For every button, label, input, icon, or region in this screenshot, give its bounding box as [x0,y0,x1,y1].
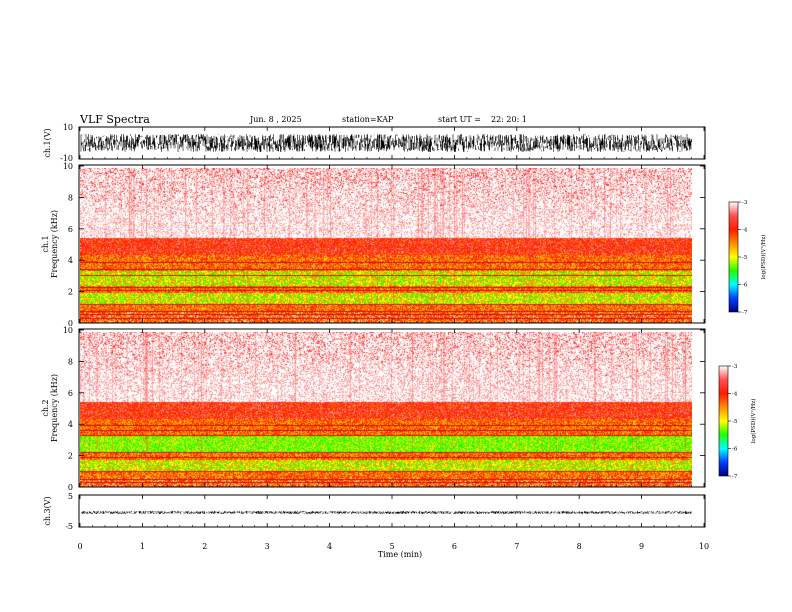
ch3-wave-ylabel: ch.3(V) [43,496,52,525]
colorbar-tick-label: -3 [742,200,748,206]
station-label: station=KAP [342,115,394,124]
ch1-wave-ytick-bottom: -10 [60,154,73,163]
start-label: start UT = [438,115,481,124]
ch2-spec-ylabel-line1: ch.2 [41,399,50,416]
ch1-wave-ytick-top: 10 [63,123,73,132]
colorbar-2-ticks: -3 -4 -5 -6 -7 [728,364,738,480]
x-tick-label: 6 [452,542,457,551]
colorbar-tick-label: -6 [732,447,738,453]
colorbar-2: -3 -4 -5 -6 -7 log(PSD)(V²/Hz) [718,364,757,480]
ch2-spectrogram-ytick-label: 4 [68,420,73,429]
x-tick-label: 2 [202,542,207,551]
colorbar-2-ramp [718,365,729,477]
ch1-wave-ylabel: ch.1(V) [43,128,52,157]
x-tick-label: 10 [699,542,709,551]
ch1-spectrogram-panel: 0 2 4 6 8 10 ch.1 Frequency (kHz) [41,162,706,328]
ch1-spectrogram-ytick-label: 4 [68,256,73,265]
colorbar-tick-label: -7 [742,310,748,316]
ch2-spectrogram-ytick-label: 10 [63,326,73,335]
ch1-spectrogram-ytick-label: 6 [68,225,73,234]
ch2-spectrogram-image [80,332,692,487]
colorbar-1-ticks: -3 -4 -5 -6 -7 [738,200,748,316]
x-tick-label: 8 [577,542,582,551]
x-tick-label: 4 [327,542,332,551]
colorbar-1-label: log(PSD)(V²/Hz) [760,235,767,280]
x-axis-ticks: 0 1 2 3 4 5 6 7 8 9 10 [77,127,709,551]
colorbar-tick-label: -5 [732,419,738,425]
colorbar-tick-label: -7 [732,474,738,480]
x-tick-label: 0 [77,542,82,551]
ch1-spec-ylabel-line1: ch.1 [41,235,50,252]
ch3-wave-ytick-bottom: -5 [65,522,73,531]
colorbar-1: -3 -4 -5 -6 -7 log(PSD)(V²/Hz) [728,200,767,316]
colorbar-tick-label: -6 [742,283,748,289]
figure-title: VLF Spectra [79,113,150,126]
ch2-spectrogram-ytick-label: 8 [68,357,73,366]
colorbar-tick-label: -5 [742,255,748,261]
x-tick-label: 7 [514,542,519,551]
ch2-spectrogram-ytick-label: 2 [68,452,73,461]
ch1-waveform-path [80,134,692,152]
ch1-spectrogram-ytick-label: 2 [68,288,73,297]
ch3-waveform-path [80,511,692,514]
ch2-spec-ylabel-line2: Frequency (kHz) [50,374,59,442]
x-tick-label: 3 [265,542,270,551]
ch1-spectrogram-ytick-label: 10 [63,162,73,171]
ch1-spec-yticks: 0 2 4 6 8 10 [63,162,705,328]
colorbar-1-ramp [728,201,739,313]
ch2-spec-yticks: 0 2 4 6 8 10 [63,326,705,492]
x-tick-label: 5 [389,542,394,551]
ch1-waveform-trace [80,134,692,152]
x-tick-label: 9 [639,542,644,551]
header: VLF Spectra Jun. 8 , 2025 station=KAP st… [79,113,527,126]
colorbar-tick-label: -3 [732,364,738,370]
ch1-spectrogram-ytick-label: 8 [68,193,73,202]
colorbar-2-label: log(PSD)(V²/Hz) [750,399,757,444]
ch2-spectrogram-ytick-label: 0 [68,483,73,492]
date-label: Jun. 8 , 2025 [249,115,302,124]
colorbar-tick-label: -4 [732,392,738,398]
ch1-spec-ylabel-line2: Frequency (kHz) [50,210,59,278]
ch2-spectrogram-ytick-label: 6 [68,389,73,398]
ch1-spectrogram-image [80,168,692,323]
colorbar-tick-label: -4 [742,228,748,234]
x-axis-label: Time (min) [378,550,422,559]
ch3-waveform-trace [80,511,692,514]
x-tick-label: 1 [140,542,145,551]
ch2-spectrogram-panel: 0 2 4 6 8 10 ch.2 Frequency (kHz) [41,326,706,492]
start-time: 22: 20: 1 [491,115,527,124]
ch1-spectrogram-ytick-label: 0 [68,319,73,328]
ch3-wave-ytick-top: 5 [68,492,73,501]
